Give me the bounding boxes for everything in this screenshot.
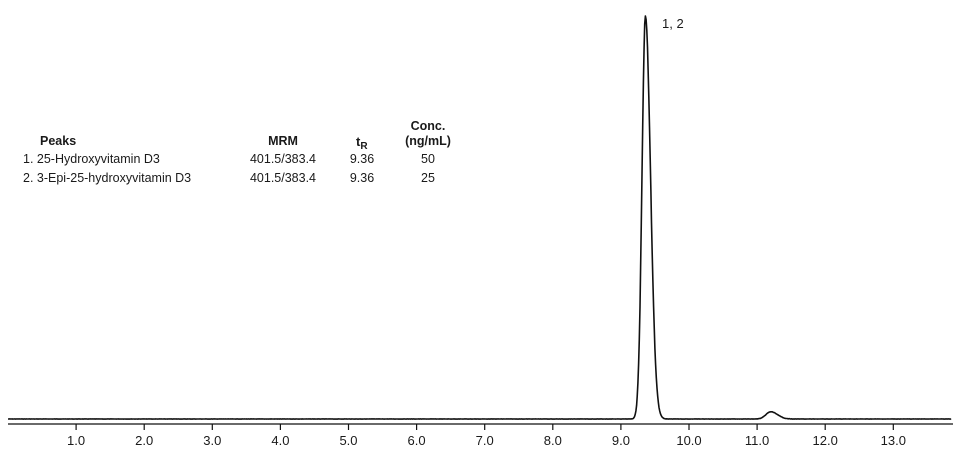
row-peak-name: 2. 3-Epi-25-hydroxyvitamin D3 xyxy=(23,171,191,185)
row-conc: 50 xyxy=(421,152,435,166)
table-header-peaks: Peaks xyxy=(40,134,76,148)
table-header-conc-line1: Conc. xyxy=(411,119,446,133)
x-tick-label: 7.0 xyxy=(476,433,494,448)
x-tick-label: 2.0 xyxy=(135,433,153,448)
x-tick-label: 4.0 xyxy=(271,433,289,448)
x-tick-label: 11.0 xyxy=(745,433,769,448)
row-conc: 25 xyxy=(421,171,435,185)
peak-label: 1, 2 xyxy=(662,16,684,31)
table-header-conc-line2: (ng/mL) xyxy=(405,134,451,148)
table-header-mrm: MRM xyxy=(268,134,298,148)
x-tick-label: 10.0 xyxy=(676,433,701,448)
x-tick-label: 9.0 xyxy=(612,433,630,448)
x-tick-label: 8.0 xyxy=(544,433,562,448)
table-row: 1. 25-Hydroxyvitamin D3 401.5/383.4 9.36 50 xyxy=(23,152,435,166)
x-axis: 1.0 2.0 3.0 4.0 5.0 6.0 7.0 8.0 9.0 10.0 11.0 12.0 1… xyxy=(8,423,953,448)
peaks-table: Conc. Peaks MRM tR (ng/mL) 1. 25-Hydroxy… xyxy=(23,119,451,185)
table-header-tr-sub: R xyxy=(360,141,368,152)
chromatogram-trace xyxy=(7,15,952,420)
row-mrm: 401.5/383.4 xyxy=(250,152,316,166)
x-tick-label: 6.0 xyxy=(408,433,426,448)
x-tick-label: 3.0 xyxy=(203,433,221,448)
x-tick-label: 5.0 xyxy=(339,433,357,448)
x-tick-label: 13.0 xyxy=(881,433,906,448)
x-tick-label: 1.0 xyxy=(67,433,85,448)
table-row: 2. 3-Epi-25-hydroxyvitamin D3 401.5/383.4… xyxy=(23,171,435,185)
table-header-tr-main: t xyxy=(356,134,361,149)
x-tick-label: 12.0 xyxy=(813,433,838,448)
row-tr: 9.36 xyxy=(350,171,374,185)
row-peak-name: 1. 25-Hydroxyvitamin D3 xyxy=(23,152,160,166)
table-header-tr: tR xyxy=(356,134,368,152)
row-mrm: 401.5/383.4 xyxy=(250,171,316,185)
row-tr: 9.36 xyxy=(350,152,374,166)
